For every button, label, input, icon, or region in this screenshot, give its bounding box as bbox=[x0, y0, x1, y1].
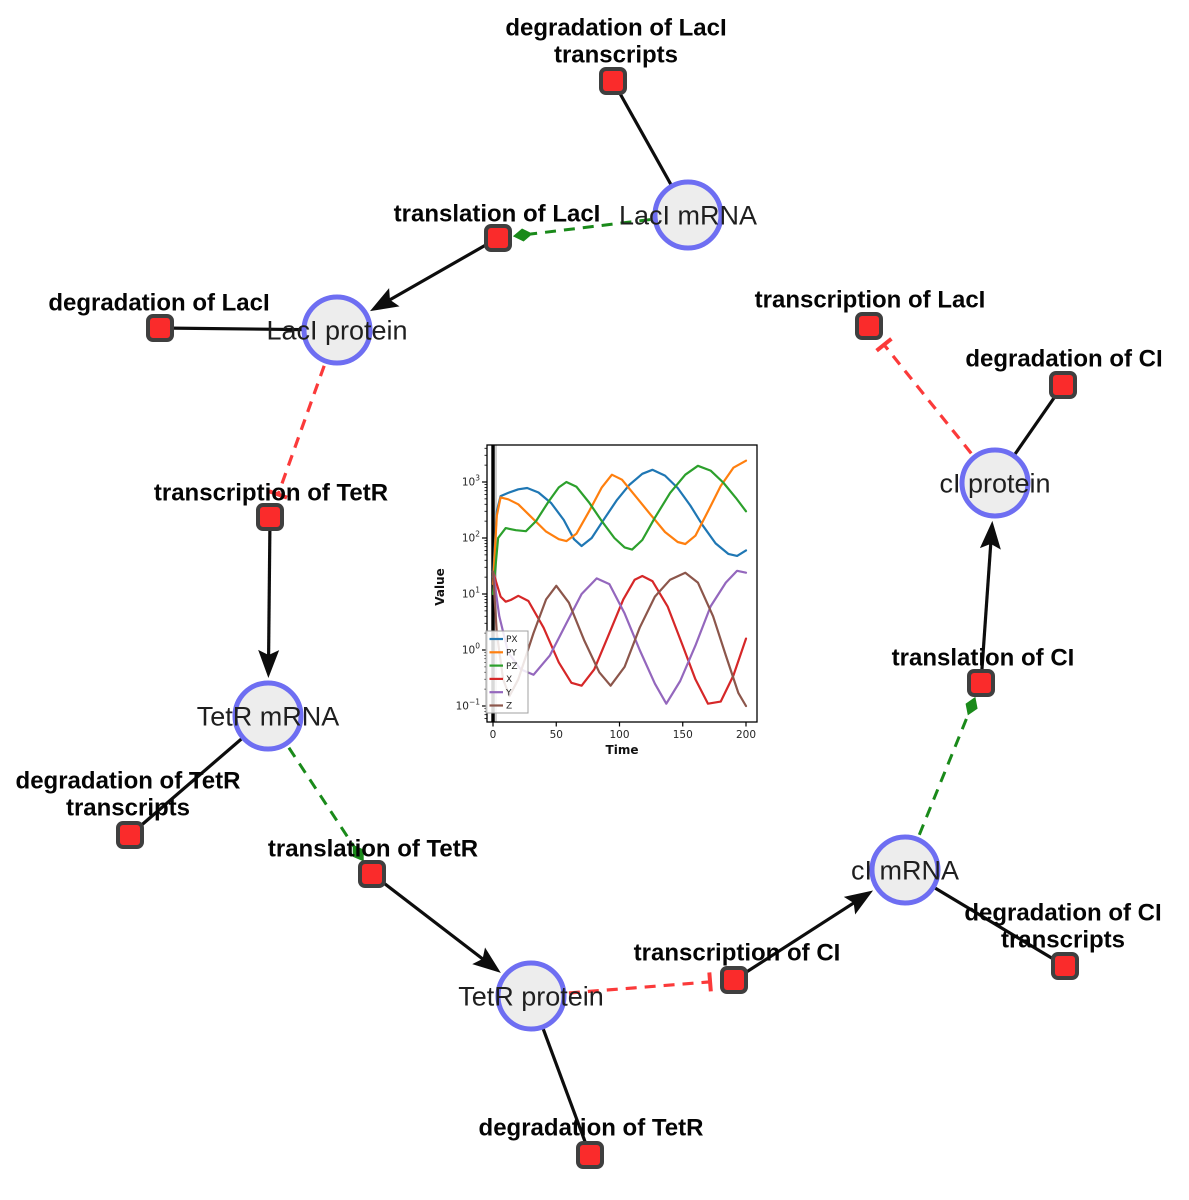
species-label-TetR_mRNA: TetR mRNA bbox=[197, 702, 340, 732]
reaction-label-transl_LacI: translation of LacI bbox=[394, 201, 601, 228]
legend-label-PY: PY bbox=[506, 649, 517, 659]
species-node-cI_mRNA[interactable] bbox=[869, 834, 941, 906]
reaction-node-transc_TetR[interactable] bbox=[256, 503, 284, 531]
edge-transc_TetR-TetR_mRNA bbox=[258, 516, 280, 679]
edge-transc_CI-cI_mRNA bbox=[733, 890, 874, 982]
reaction-node-transl_LacI[interactable] bbox=[484, 224, 512, 252]
reaction-label-deg_TetR: degradation of TetR bbox=[479, 1115, 704, 1142]
species-label-LacI_mRNA: LacI mRNA bbox=[619, 201, 757, 231]
y-axis-label: Value bbox=[433, 568, 447, 606]
x-tick-label: 150 bbox=[673, 729, 693, 741]
reaction-node-deg_TetR[interactable] bbox=[576, 1141, 604, 1169]
series-line-PZ bbox=[491, 464, 748, 596]
species-label-cI_protein: cI protein bbox=[939, 469, 1050, 499]
reaction-node-transl_TetR[interactable] bbox=[358, 860, 386, 888]
species-node-TetR_mRNA[interactable] bbox=[232, 680, 304, 752]
x-axis-label: Time bbox=[606, 743, 639, 757]
y-tick-label: 10−1 bbox=[456, 698, 481, 713]
reaction-node-deg_CI_tr[interactable] bbox=[1051, 952, 1079, 980]
species-label-LacI_protein: LacI protein bbox=[266, 316, 407, 346]
series-line-Y bbox=[491, 569, 748, 705]
edge-transl_TetR-TetR_protein bbox=[371, 872, 501, 973]
reaction-node-deg_LacI_tr[interactable] bbox=[599, 67, 627, 95]
edge-transl_CI-cI_protein bbox=[979, 520, 1001, 684]
reaction-label-deg_CI_tr: transcripts bbox=[1001, 927, 1125, 954]
reaction-node-transl_CI[interactable] bbox=[967, 669, 995, 697]
reaction-label-deg_LacI: degradation of LacI bbox=[48, 290, 269, 317]
reaction-label-deg_LacI_tr: transcripts bbox=[554, 42, 678, 69]
y-tick-label: 101 bbox=[462, 586, 480, 601]
simulation-chart-svg: 0 50 100 150 20010310210110010−1TimeValuePXP… bbox=[433, 444, 758, 757]
x-tick-label: 200 bbox=[736, 729, 756, 741]
legend-label-X: X bbox=[506, 675, 512, 685]
legend-label-PX: PX bbox=[506, 635, 518, 645]
reaction-label-transc_LacI: transcription of LacI bbox=[755, 287, 986, 314]
reaction-label-transc_TetR: transcription of TetR bbox=[154, 480, 388, 507]
reaction-label-transl_CI: translation of CI bbox=[892, 645, 1075, 672]
series-line-PX bbox=[491, 468, 748, 579]
chart-legend: PX PY PZ XYZ bbox=[485, 630, 529, 714]
y-tick-label: 100 bbox=[462, 642, 480, 657]
legend-label-PZ: PZ bbox=[506, 662, 518, 672]
reaction-node-deg_LacI[interactable] bbox=[146, 314, 174, 342]
species-node-TetR_protein[interactable] bbox=[495, 960, 567, 1032]
reaction-label-deg_LacI_tr: degradation of LacI bbox=[505, 15, 726, 42]
legend-label-Y: Y bbox=[505, 688, 512, 698]
series-line-PY bbox=[491, 459, 748, 586]
x-tick-label: 50 bbox=[550, 729, 563, 741]
x-tick-label: 100 bbox=[609, 729, 629, 741]
species-node-LacI_mRNA[interactable] bbox=[652, 179, 724, 251]
y-tick-label: 103 bbox=[462, 474, 480, 489]
reaction-label-deg_CI_tr: degradation of CI bbox=[964, 900, 1161, 927]
reaction-node-deg_TetR_tr[interactable] bbox=[116, 821, 144, 849]
species-label-TetR_protein: TetR protein bbox=[458, 982, 604, 1012]
reaction-label-transc_CI: transcription of CI bbox=[634, 940, 841, 967]
reaction-node-deg_CI[interactable] bbox=[1049, 371, 1077, 399]
reaction-label-deg_TetR_tr: degradation of TetR bbox=[16, 768, 241, 795]
x-tick-label: 0 bbox=[490, 729, 497, 741]
axes-frame bbox=[486, 444, 758, 723]
legend-label-Z: Z bbox=[506, 702, 512, 712]
series-line-Z bbox=[491, 570, 748, 708]
species-node-cI_protein[interactable] bbox=[959, 447, 1031, 519]
y-tick-label: 102 bbox=[462, 530, 480, 545]
reaction-node-transc_CI[interactable] bbox=[720, 966, 748, 994]
species-label-cI_mRNA: cI mRNA bbox=[851, 856, 959, 886]
reaction-node-transc_LacI[interactable] bbox=[855, 312, 883, 340]
series-line-X bbox=[491, 570, 748, 705]
edge-transl_LacI-LacI_protein bbox=[369, 236, 499, 312]
simulation-plot: 0 50 100 150 200 103 102 101 100 10−1 Time Value PX P… bbox=[430, 437, 790, 767]
reaction-label-transl_TetR: translation of TetR bbox=[268, 836, 478, 863]
reaction-label-deg_TetR_tr: transcripts bbox=[66, 795, 190, 822]
species-node-LacI_protein[interactable] bbox=[301, 294, 373, 366]
reaction-label-deg_CI: degradation of CI bbox=[965, 346, 1162, 373]
